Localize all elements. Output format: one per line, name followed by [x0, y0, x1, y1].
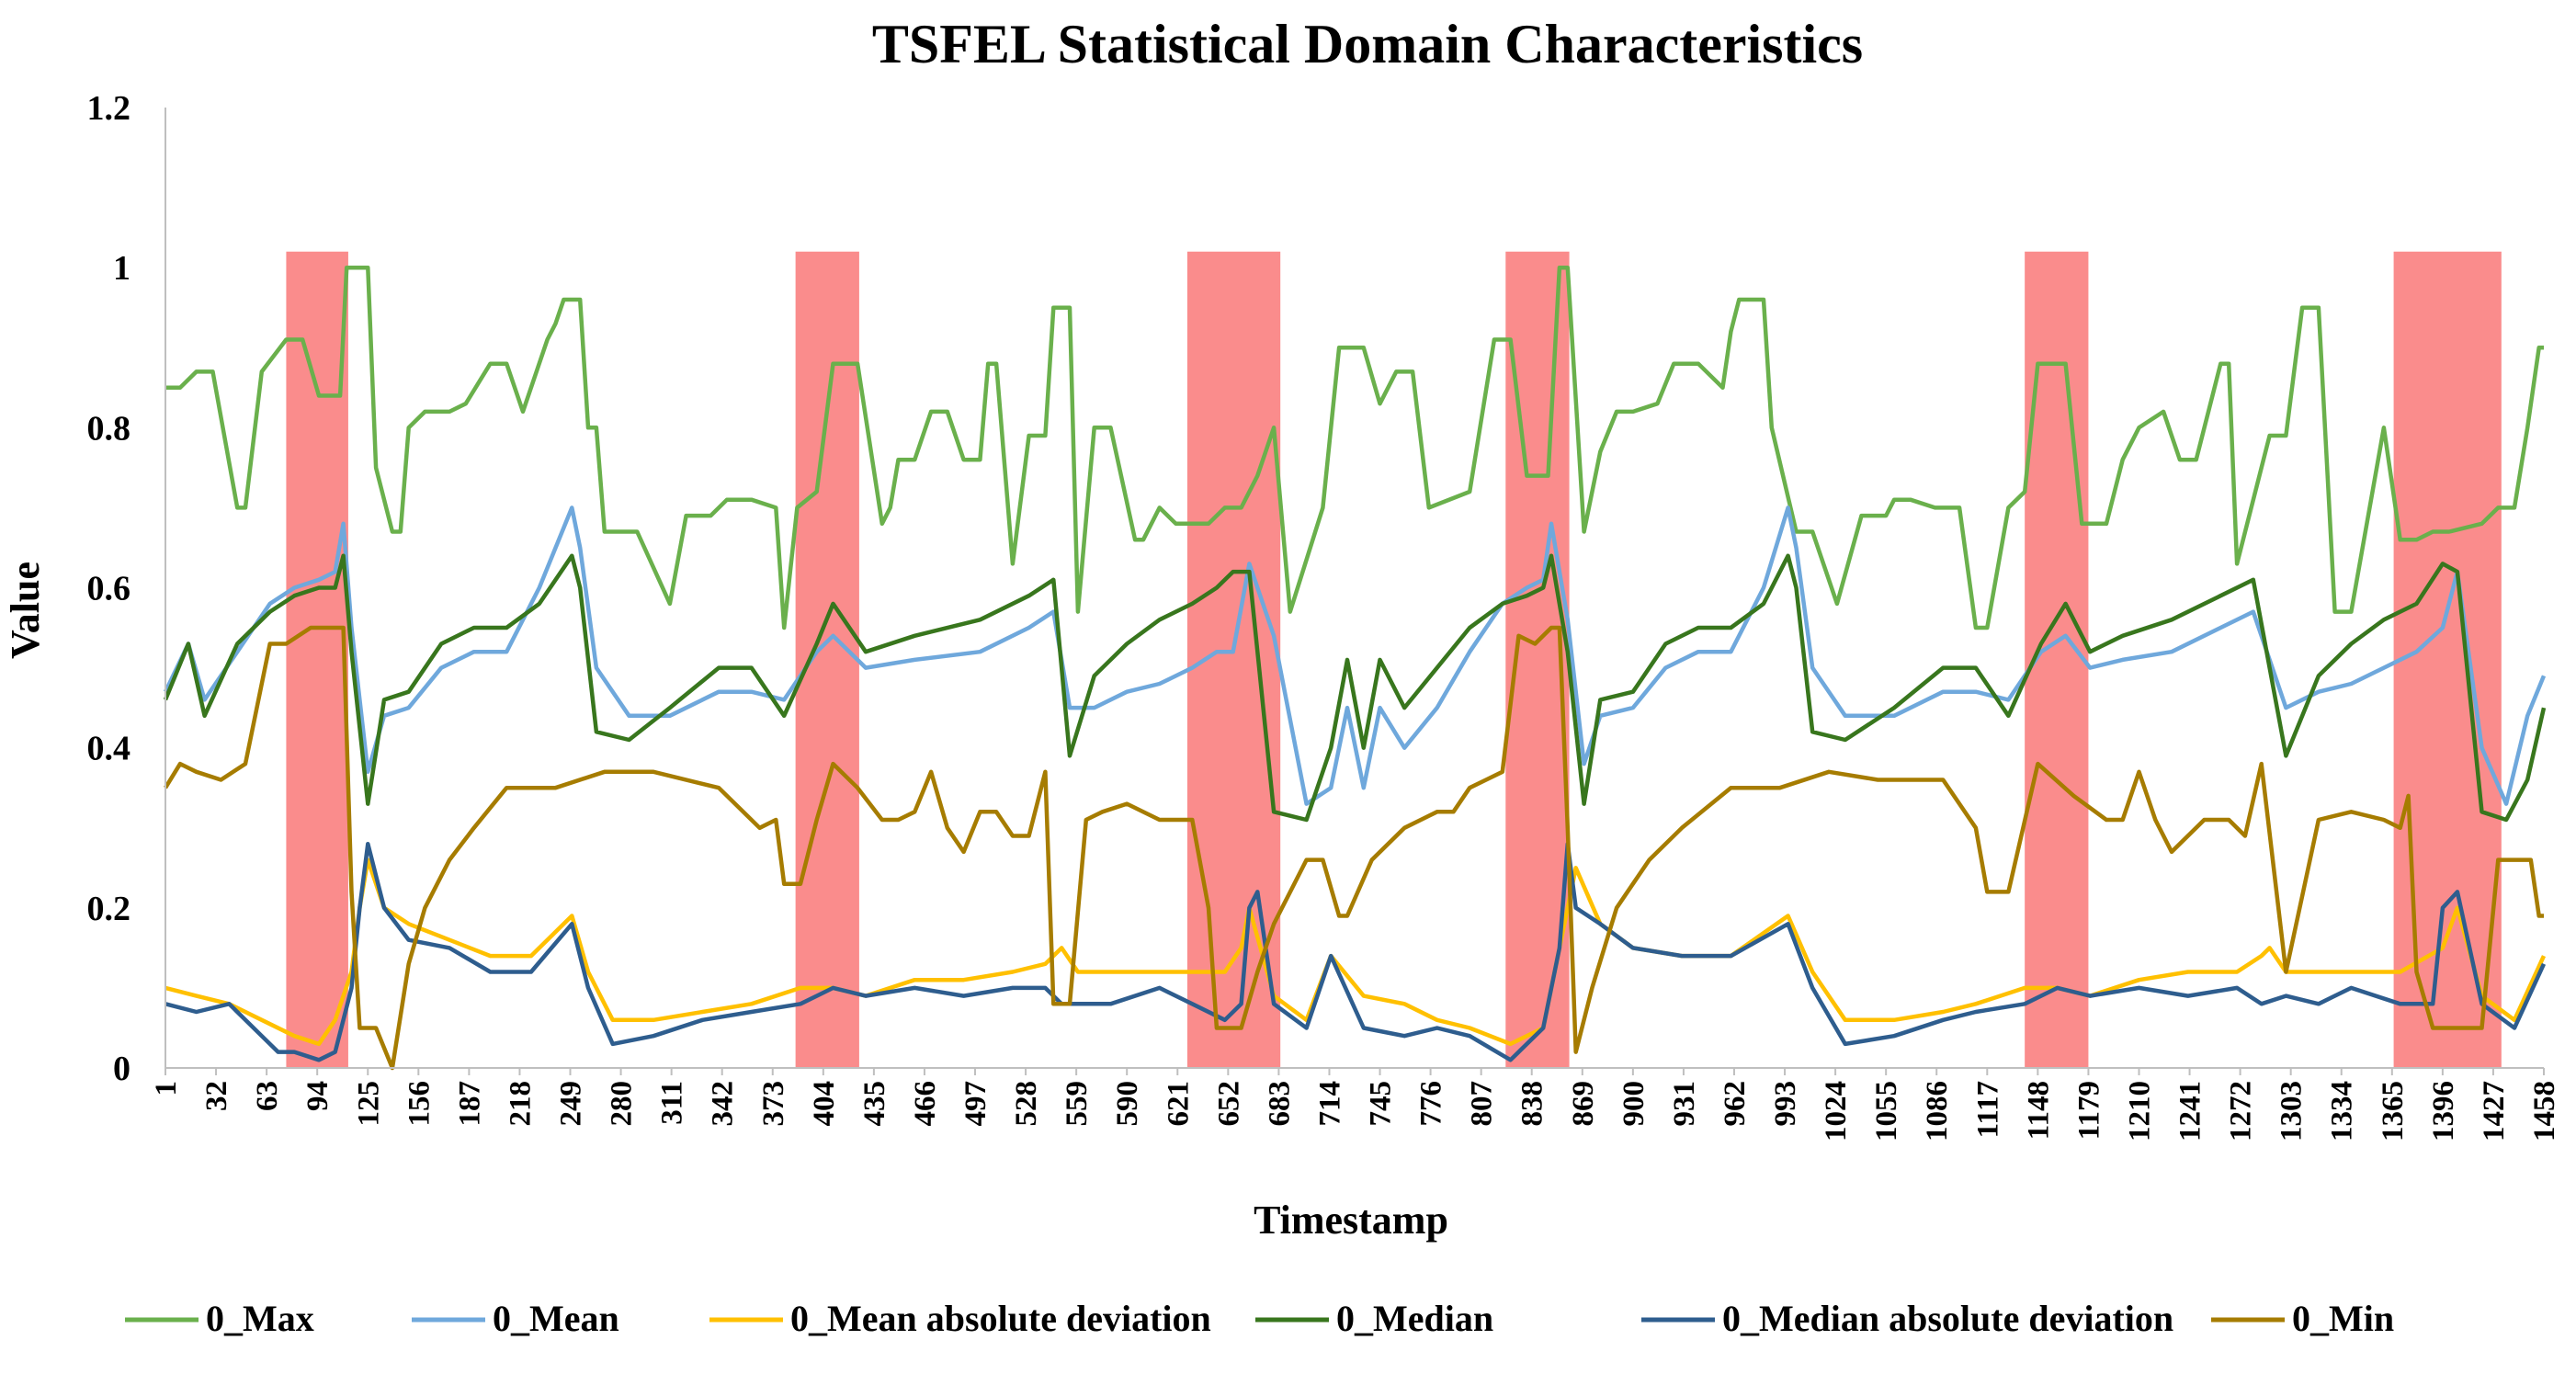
- legend-label: 0_Mean absolute deviation: [790, 1298, 1211, 1339]
- x-tick-label: 869: [1567, 1081, 1600, 1127]
- y-tick-label: 0.4: [87, 730, 131, 768]
- x-tick-label: 249: [555, 1081, 588, 1127]
- x-tick-label: 1086: [1921, 1081, 1954, 1141]
- x-axis-ticks: 1 32 63 94 125 156 187 218 249 280 311 342 373 404 435…: [150, 1068, 2561, 1141]
- x-tick-label: 156: [403, 1081, 436, 1127]
- series-lines: [163, 265, 2547, 1071]
- chart-title: TSFEL Statistical Domain Characteristics: [872, 14, 1863, 74]
- x-tick-label: 1458: [2528, 1081, 2561, 1141]
- x-tick-label: 1365: [2377, 1081, 2410, 1141]
- x-tick-label: 1: [150, 1081, 183, 1096]
- x-tick-label: 1179: [2072, 1081, 2105, 1140]
- x-tick-label: 187: [453, 1081, 486, 1127]
- highlight-region-6: [2393, 251, 2502, 1068]
- x-tick-label: 1303: [2275, 1081, 2309, 1141]
- y-axis-title: Value: [3, 562, 48, 659]
- x-tick-label: 1024: [1820, 1081, 1853, 1141]
- x-tick-label: 342: [707, 1081, 740, 1127]
- legend-label: 0_Min: [2292, 1298, 2394, 1339]
- series-line-0-mean-absolute-deviation: [165, 857, 2547, 1047]
- x-tick-label: 652: [1212, 1081, 1245, 1127]
- series-line-0-mean: [163, 505, 2547, 806]
- x-tick-label: 94: [301, 1081, 335, 1111]
- x-tick-label: 435: [858, 1081, 891, 1127]
- x-tick-label: 528: [1010, 1081, 1043, 1127]
- y-tick-label: 0.2: [87, 890, 131, 928]
- y-tick-label: 0: [113, 1050, 131, 1088]
- y-tick-label: 1: [113, 249, 131, 288]
- x-tick-label: 559: [1061, 1081, 1094, 1127]
- highlight-region-1: [286, 251, 348, 1068]
- x-tick-label: 1241: [2174, 1081, 2207, 1141]
- y-tick-label: 1.2: [87, 89, 131, 128]
- x-tick-label: 1427: [2478, 1081, 2511, 1141]
- legend-label: 0_Mean: [493, 1298, 619, 1339]
- x-tick-label: 1396: [2427, 1081, 2460, 1141]
- x-tick-label: 32: [200, 1081, 233, 1111]
- x-tick-label: 280: [606, 1081, 639, 1127]
- x-tick-label: 931: [1668, 1081, 1701, 1127]
- x-tick-label: 63: [251, 1081, 284, 1111]
- x-tick-label: 373: [757, 1081, 790, 1127]
- x-tick-label: 683: [1263, 1081, 1296, 1127]
- x-tick-label: 497: [959, 1081, 993, 1127]
- x-tick-label: 590: [1111, 1081, 1144, 1127]
- x-tick-label: 993: [1769, 1081, 1802, 1127]
- x-tick-label: 125: [352, 1081, 385, 1127]
- legend-label: 0_Max: [206, 1298, 314, 1339]
- x-tick-label: 807: [1466, 1081, 1499, 1127]
- x-tick-label: 1055: [1870, 1081, 1903, 1141]
- x-tick-label: 900: [1617, 1081, 1651, 1127]
- y-axis-ticks: 0 0.2 0.4 0.6 0.8 1 1.2: [87, 89, 131, 1088]
- series-line-0-median-absolute-deviation: [165, 841, 2547, 1062]
- x-tick-label: 1210: [2123, 1081, 2156, 1141]
- x-tick-label: 1272: [2225, 1081, 2258, 1141]
- x-tick-label: 404: [808, 1081, 841, 1127]
- x-tick-label: 218: [504, 1081, 537, 1127]
- x-tick-label: 311: [656, 1081, 689, 1125]
- x-tick-label: 1117: [1971, 1081, 2004, 1138]
- series-line-0-median: [163, 553, 2547, 823]
- x-tick-label: 1148: [2022, 1081, 2055, 1140]
- x-tick-label: 838: [1516, 1081, 1549, 1127]
- x-tick-label: 776: [1415, 1081, 1448, 1127]
- y-tick-label: 0.6: [87, 570, 131, 608]
- x-tick-label: 466: [909, 1081, 942, 1127]
- y-tick-label: 0.8: [87, 409, 131, 448]
- x-tick-label: 714: [1313, 1081, 1346, 1127]
- x-tick-label: 745: [1365, 1081, 1398, 1127]
- series-line-0-min: [164, 625, 2544, 1071]
- x-tick-label: 962: [1719, 1081, 1752, 1127]
- legend-label: 0_Median absolute deviation: [1722, 1298, 2173, 1339]
- highlight-region-2: [795, 251, 859, 1068]
- axes: [165, 108, 2544, 1069]
- x-tick-label: 621: [1162, 1081, 1195, 1127]
- legend-label: 0_Median: [1336, 1298, 1493, 1339]
- x-tick-label: 1334: [2326, 1081, 2359, 1141]
- x-axis-title: Timestamp: [1254, 1198, 1448, 1243]
- series-line-0-max: [165, 265, 2544, 630]
- legend: 0_Max 0_Mean 0_Mean absolute deviation 0_Me…: [125, 1298, 2394, 1339]
